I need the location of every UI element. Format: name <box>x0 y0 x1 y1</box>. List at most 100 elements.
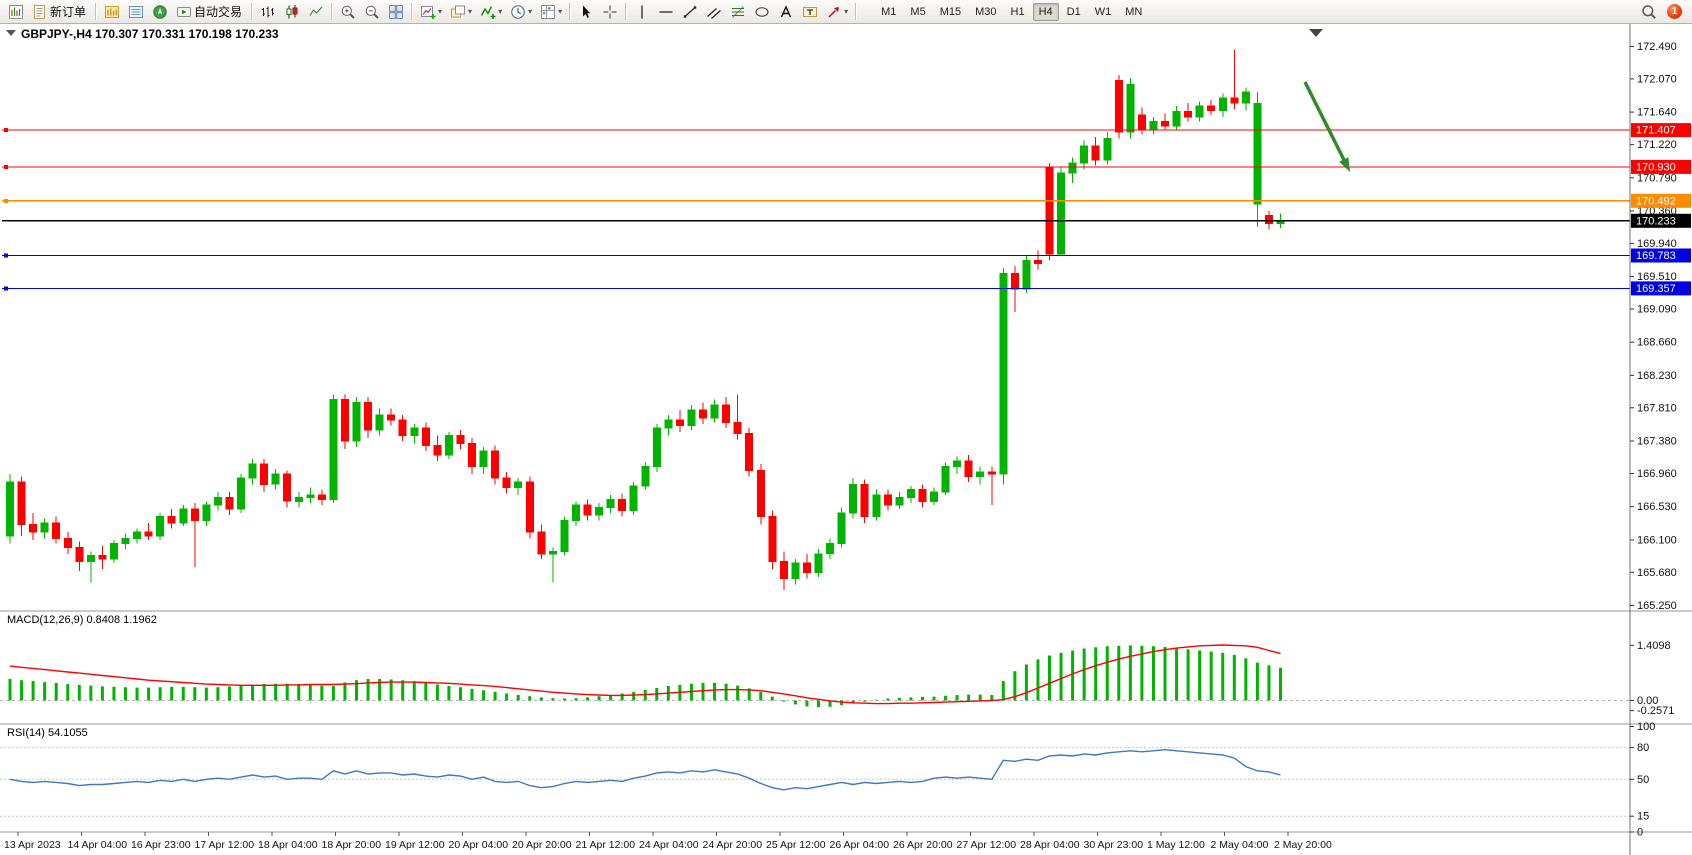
timeframe-m1-button[interactable]: M1 <box>881 5 897 18</box>
trend-arrow-annotation[interactable] <box>1303 81 1350 172</box>
price-level-line-169.357[interactable] <box>2 286 1630 291</box>
navigator-icon <box>152 4 168 20</box>
svg-text:24 Apr 04:00: 24 Apr 04:00 <box>639 839 699 851</box>
svg-text:2 May 20:00: 2 May 20:00 <box>1274 839 1332 851</box>
equidistant-channel-button[interactable] <box>703 1 725 22</box>
cursor-icon <box>578 4 594 20</box>
chart-ohlc-title: GBPJPY-,H4 170.307 170.331 170.198 170.2… <box>21 27 279 41</box>
periods-button[interactable]: ▾ <box>507 1 535 22</box>
fibonacci-button[interactable] <box>727 1 749 22</box>
svg-text:168.660: 168.660 <box>1637 337 1677 349</box>
one-click-trading-toggle-icon[interactable] <box>6 30 16 36</box>
indicators-icon <box>480 4 496 20</box>
zoom-in-button[interactable] <box>337 1 359 22</box>
svg-text:0: 0 <box>1637 827 1643 839</box>
vertical-line-button[interactable] <box>631 1 653 22</box>
autotrade-button[interactable]: 自动交易 <box>173 1 247 22</box>
price-tag-169.783: 169.783 <box>1631 248 1691 263</box>
crosshair-icon <box>602 4 618 20</box>
price-level-line-170.930[interactable] <box>2 164 1630 169</box>
svg-text:18 Apr 04:00: 18 Apr 04:00 <box>258 839 318 851</box>
navigator-button[interactable] <box>149 1 171 22</box>
timeframe-h1-button[interactable]: H1 <box>1010 5 1025 18</box>
price-level-line-171.407[interactable] <box>2 128 1630 133</box>
timeframe-m30-button[interactable]: M30 <box>975 5 997 18</box>
svg-text:50: 50 <box>1637 774 1649 786</box>
chevron-down-icon: ▾ <box>468 6 473 16</box>
text-icon <box>778 4 794 20</box>
price-level-line-169.783[interactable] <box>2 253 1630 258</box>
profiles-icon <box>450 4 466 20</box>
chart-canvas[interactable]: 172.490172.070171.640171.220170.790170.3… <box>0 24 1692 855</box>
svg-text:16 Apr 23:00: 16 Apr 23:00 <box>131 839 191 851</box>
svg-text:170.233: 170.233 <box>1636 215 1676 227</box>
indicators-button[interactable]: ▾ <box>477 1 505 22</box>
vline-icon <box>634 4 650 20</box>
price-tag-170.233: 170.233 <box>1631 213 1691 228</box>
time-axis[interactable]: 13 Apr 2023 14 Apr 04:00 16 Apr 23:00 17 Ap… <box>4 832 1332 851</box>
svg-text:27 Apr 12:00: 27 Apr 12:00 <box>957 839 1017 851</box>
zoom-out-button[interactable] <box>361 1 383 22</box>
svg-text:1 May 12:00: 1 May 12:00 <box>1147 839 1205 851</box>
chart-window-button[interactable] <box>5 1 27 22</box>
line-chart-button[interactable] <box>305 1 327 22</box>
price-tag-170.492: 170.492 <box>1631 193 1691 208</box>
svg-text:100: 100 <box>1637 721 1655 733</box>
market-watch-button[interactable] <box>101 1 123 22</box>
text-button[interactable] <box>775 1 797 22</box>
macd-signal-line <box>9 644 1281 705</box>
svg-text:13 Apr 2023: 13 Apr 2023 <box>4 839 61 851</box>
trendline-icon <box>682 4 698 20</box>
templates-icon <box>540 4 556 20</box>
data-window-button[interactable] <box>125 1 147 22</box>
search-button[interactable] <box>1638 1 1660 22</box>
arrows-button[interactable]: ▾ <box>823 1 851 22</box>
horizontal-line-button[interactable] <box>655 1 677 22</box>
svg-text:14 Apr 04:00: 14 Apr 04:00 <box>68 839 128 851</box>
svg-text:169.510: 169.510 <box>1637 271 1677 283</box>
chart-shift-icon[interactable] <box>1309 29 1323 37</box>
rsi-line <box>9 748 1281 791</box>
tile-windows-button[interactable] <box>385 1 407 22</box>
timeframe-d1-button[interactable]: D1 <box>1066 5 1081 18</box>
text-label-button[interactable] <box>799 1 821 22</box>
chevron-down-icon: ▾ <box>528 6 533 16</box>
new-chart-button[interactable]: ▾ <box>417 1 445 22</box>
svg-text:20 Apr 20:00: 20 Apr 20:00 <box>512 839 572 851</box>
svg-text:169.357: 169.357 <box>1636 283 1676 295</box>
svg-text:26 Apr 20:00: 26 Apr 20:00 <box>893 839 953 851</box>
notification-badge[interactable]: 1 <box>1667 4 1682 19</box>
templates-button[interactable]: ▾ <box>537 1 565 22</box>
toolbar-separator <box>569 3 572 20</box>
rsi-indicator-label: RSI(14) 54.1055 <box>7 727 88 739</box>
svg-text:167.810: 167.810 <box>1637 402 1677 414</box>
channel-icon <box>706 4 722 20</box>
shapes-button[interactable] <box>751 1 773 22</box>
bar-chart-button[interactable] <box>257 1 279 22</box>
price-axis[interactable]: 172.490172.070171.640171.220170.790170.3… <box>1630 41 1677 839</box>
timeframe-m5-button[interactable]: M5 <box>910 5 926 18</box>
chart-window-icon <box>8 4 24 20</box>
timeframe-w1-button[interactable]: W1 <box>1094 5 1112 18</box>
toolbar-separator <box>95 3 98 20</box>
data-window-icon <box>128 4 144 20</box>
crosshair-button[interactable] <box>599 1 621 22</box>
profiles-button[interactable]: ▾ <box>447 1 475 22</box>
trendline-button[interactable] <box>679 1 701 22</box>
svg-text:172.490: 172.490 <box>1637 41 1677 53</box>
new-order-icon <box>32 4 48 20</box>
price-level-line-170.492[interactable] <box>2 198 1630 203</box>
timeframe-mn-button[interactable]: MN <box>1125 5 1143 18</box>
svg-text:17 Apr 12:00: 17 Apr 12:00 <box>195 839 255 851</box>
candlestick-chart-button[interactable] <box>281 1 303 22</box>
price-tag-170.930: 170.930 <box>1631 159 1691 174</box>
new-order-button[interactable]: 新订单 <box>29 1 91 22</box>
market-watch-icon <box>104 4 120 20</box>
toolbar-separator <box>331 3 334 20</box>
svg-text:21 Apr 12:00: 21 Apr 12:00 <box>576 839 636 851</box>
svg-text:30 Apr 23:00: 30 Apr 23:00 <box>1084 839 1144 851</box>
timeframe-h4-button[interactable]: H4 <box>1032 2 1059 21</box>
cursor-button[interactable] <box>575 1 597 22</box>
text-label-icon <box>802 4 818 20</box>
timeframe-m15-button[interactable]: M15 <box>939 5 962 18</box>
